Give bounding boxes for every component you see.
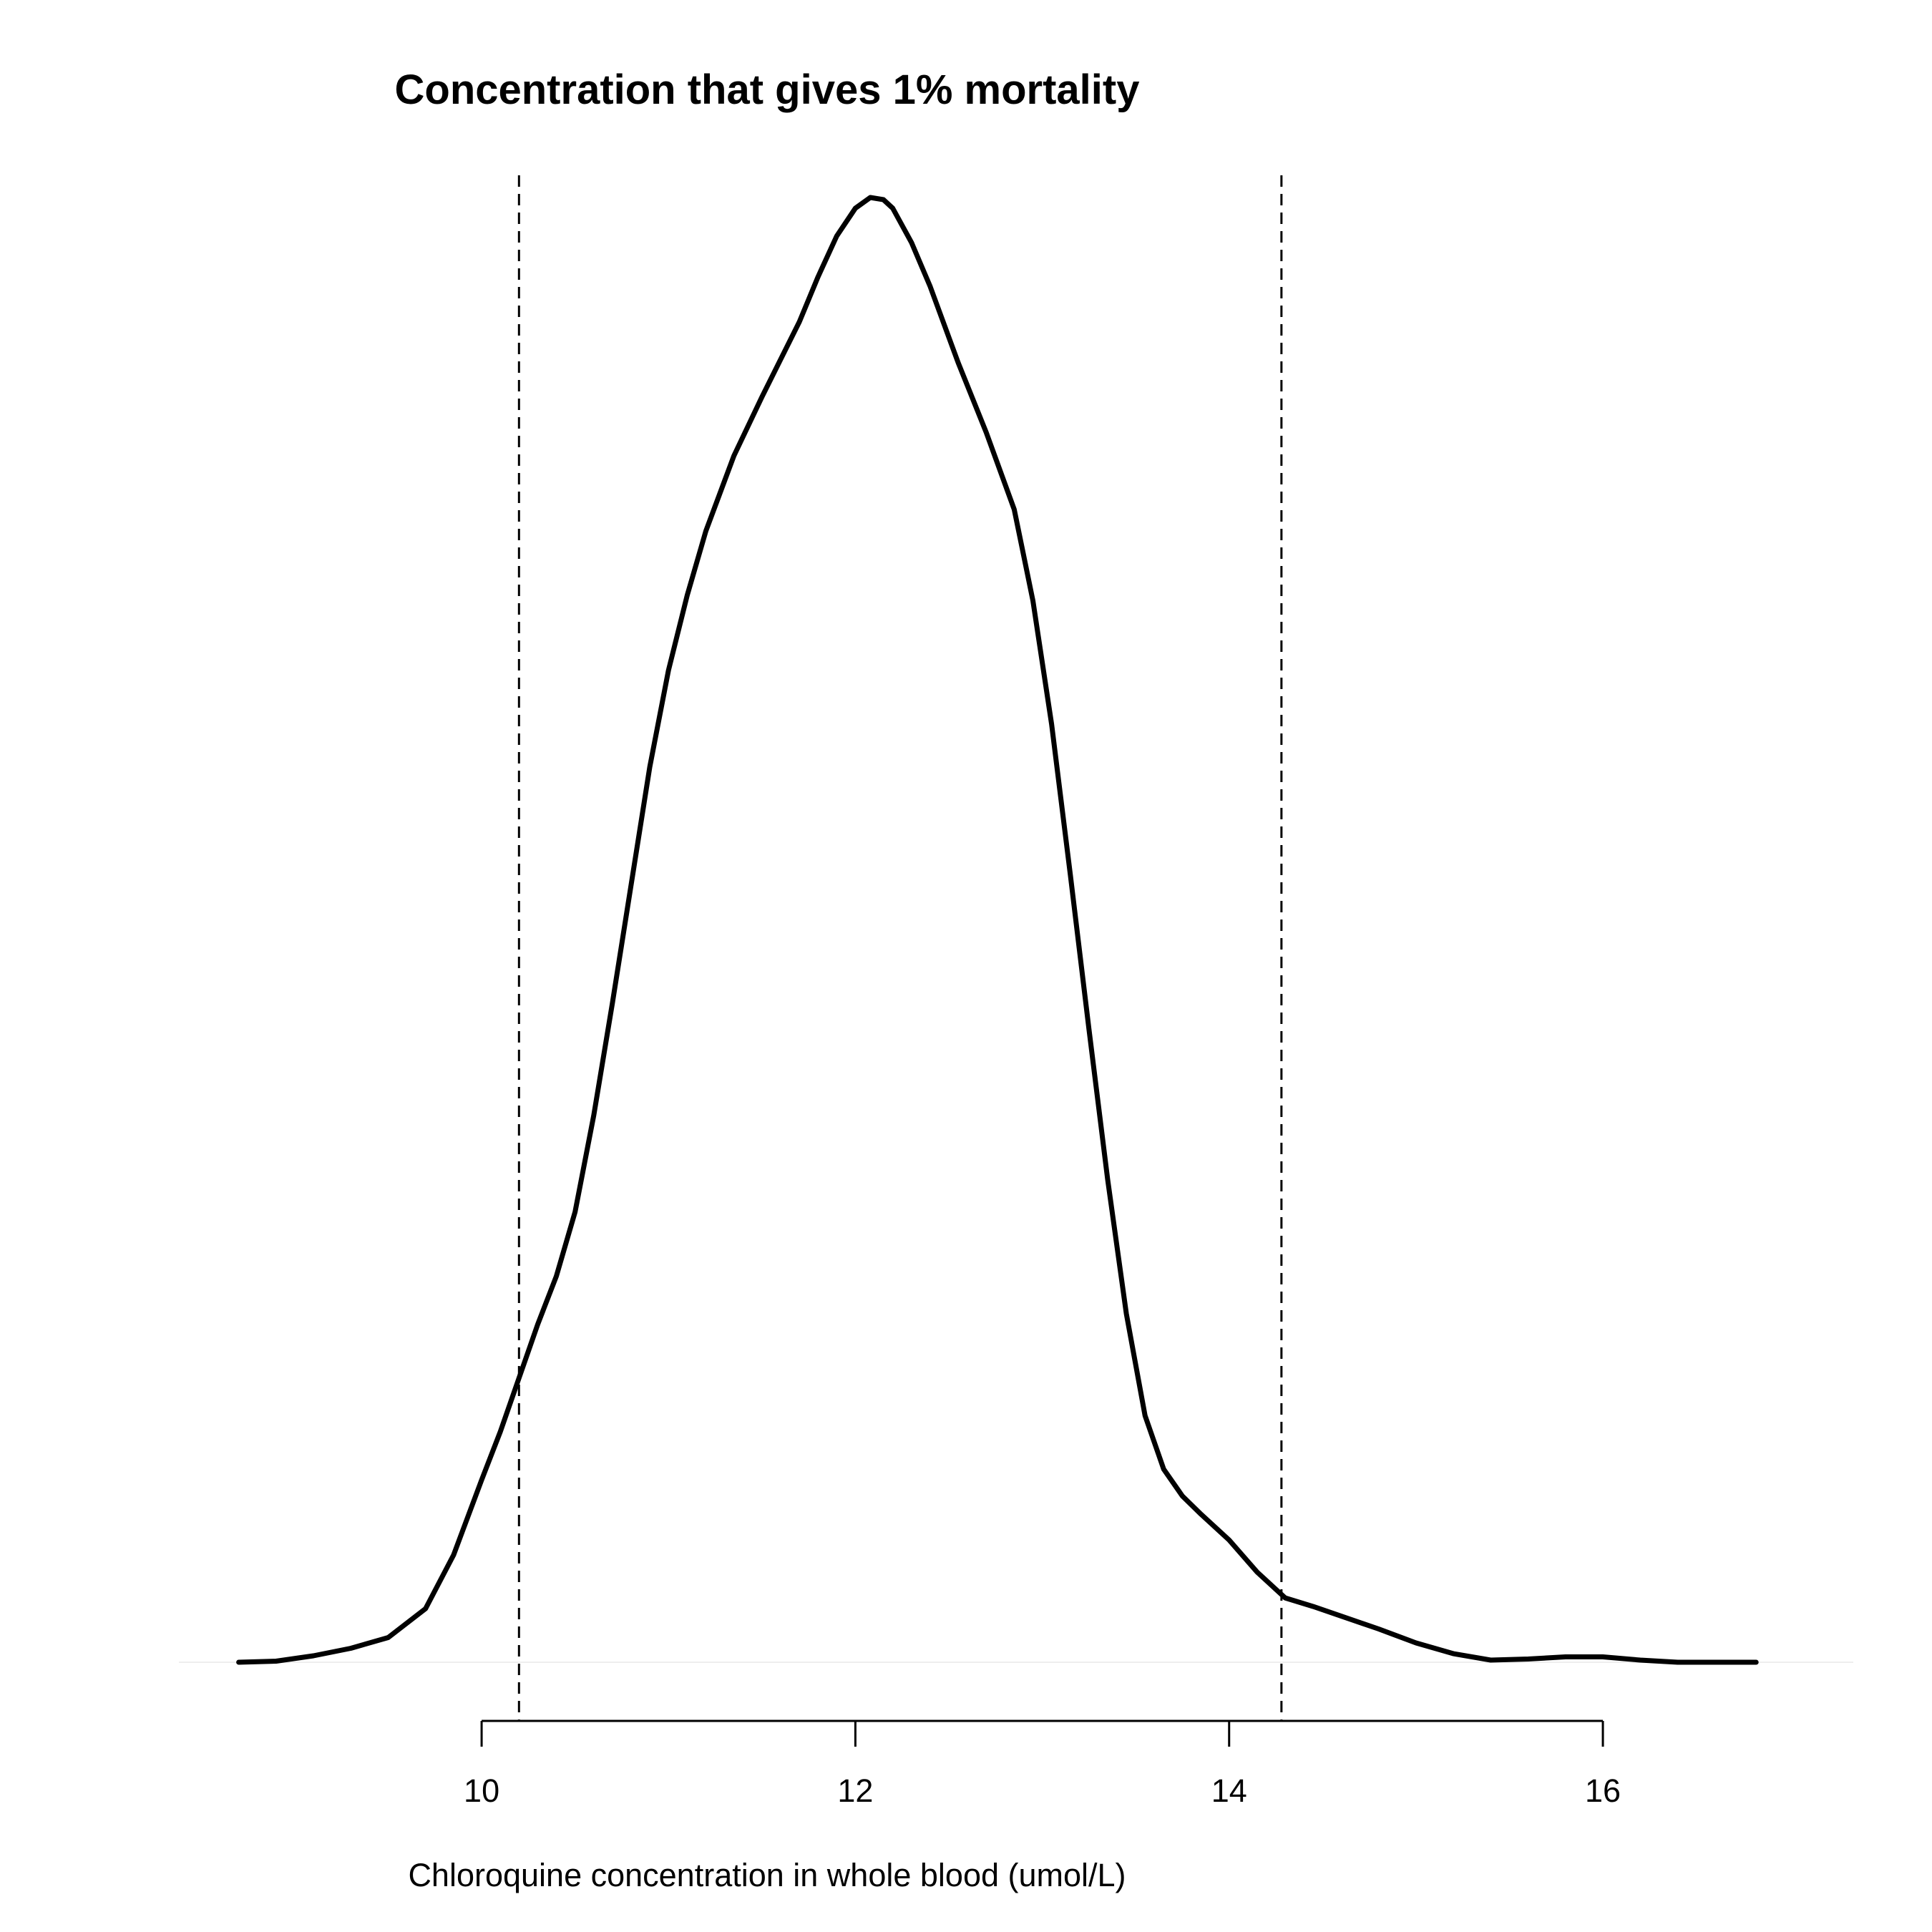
x-axis: 10 12 14 16 (464, 1719, 1621, 1809)
x-tick-label: 10 (464, 1772, 499, 1809)
density-curve (236, 195, 1759, 1665)
x-tick-label: 14 (1211, 1772, 1247, 1809)
chart-title: Concentration that gives 1% mortality (395, 67, 1140, 113)
x-axis-label: Chloroquine concentration in whole blood… (408, 1857, 1126, 1893)
x-tick-label: 16 (1585, 1772, 1621, 1809)
x-tick-label: 12 (837, 1772, 873, 1809)
reference-lines (517, 175, 1283, 1721)
